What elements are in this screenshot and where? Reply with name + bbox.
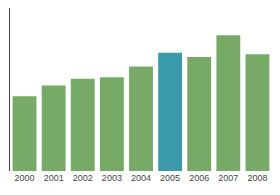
svg-text:2004: 2004	[131, 173, 151, 183]
svg-text:2000: 2000	[15, 173, 35, 183]
svg-text:2003: 2003	[102, 173, 122, 183]
svg-text:2008: 2008	[247, 173, 267, 183]
svg-text:2006: 2006	[189, 173, 209, 183]
svg-text:2001: 2001	[44, 173, 64, 183]
svg-text:2002: 2002	[73, 173, 93, 183]
svg-text:2007: 2007	[218, 173, 238, 183]
svg-text:2005: 2005	[160, 173, 180, 183]
